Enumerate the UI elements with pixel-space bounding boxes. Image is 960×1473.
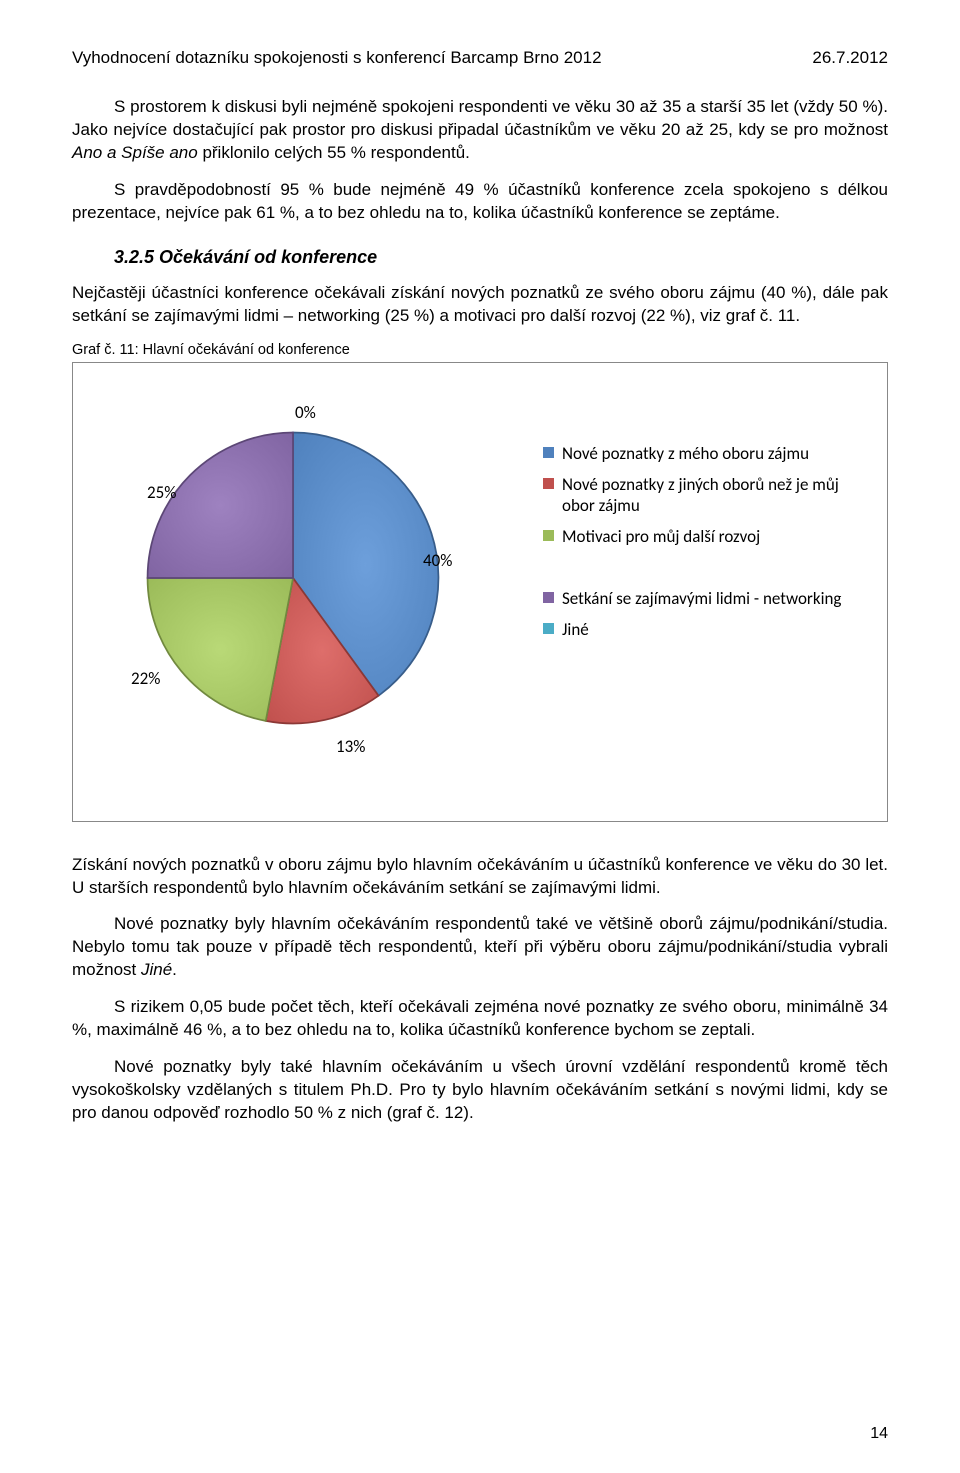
pie-svg	[133, 418, 453, 738]
p6-text: S rizikem 0,05 bude počet těch, kteří oč…	[72, 997, 888, 1039]
pie-chart: 40%13%22%25%0%	[133, 418, 453, 738]
p5-italic: Jiné	[141, 960, 172, 979]
p7-text: Nové poznatky byly také hlavním očekáván…	[72, 1057, 888, 1122]
legend-label: Jiné	[562, 619, 857, 640]
pie-pct-label: 0%	[295, 402, 316, 423]
paragraph-6: S rizikem 0,05 bude počet těch, kteří oč…	[72, 996, 888, 1042]
p5-text-b: .	[172, 960, 177, 979]
legend-label: Nové poznatky z jiných oborů než je můj …	[562, 474, 857, 517]
pie-slice	[148, 432, 293, 577]
p2-text: S pravděpodobností 95 % bude nejméně 49 …	[72, 180, 888, 222]
chart-caption: Graf č. 11: Hlavní očekávání od konferen…	[72, 342, 888, 358]
legend-item: Setkání se zajímavými lidmi - networking	[543, 588, 857, 609]
p3-text: Nejčastěji účastníci konference očekával…	[72, 283, 888, 325]
header-title: Vyhodnocení dotazníku spokojenosti s kon…	[72, 48, 602, 68]
legend-swatch	[543, 447, 554, 458]
pie-pct-label: 22%	[131, 668, 160, 689]
page-header: Vyhodnocení dotazníku spokojenosti s kon…	[72, 48, 888, 68]
legend-swatch	[543, 530, 554, 541]
section-heading: 3.2.5 Očekávání od konference	[114, 247, 888, 268]
legend-label: Setkání se zajímavými lidmi - networking	[562, 588, 857, 609]
p4-text: Získání nových poznatků v oboru zájmu by…	[72, 855, 888, 897]
legend-swatch	[543, 592, 554, 603]
legend-item: Nové poznatky z mého oboru zájmu	[543, 443, 857, 464]
chart-legend: Nové poznatky z mého oboru zájmu Nové poz…	[543, 443, 857, 681]
p5-text-a: Nové poznatky byly hlavním očekáváním re…	[72, 914, 888, 979]
legend-swatch	[543, 623, 554, 634]
paragraph-3: Nejčastěji účastníci konference očekával…	[72, 282, 888, 328]
legend-item: Nové poznatky z jiných oborů než je můj …	[543, 474, 857, 517]
paragraph-1: S prostorem k diskusi byli nejméně spoko…	[72, 96, 888, 165]
paragraph-2: S pravděpodobností 95 % bude nejméně 49 …	[72, 179, 888, 225]
pie-pct-label: 25%	[147, 482, 176, 503]
page: Vyhodnocení dotazníku spokojenosti s kon…	[0, 0, 960, 1473]
legend-label: Motivaci pro můj další rozvoj	[562, 526, 857, 547]
pie-pct-label: 40%	[423, 550, 452, 571]
header-date: 26.7.2012	[812, 48, 888, 68]
paragraph-7: Nové poznatky byly také hlavním očekáván…	[72, 1056, 888, 1125]
legend-block: Nové poznatky z mého oboru zájmu Nové poz…	[543, 443, 857, 548]
legend-item: Motivaci pro můj další rozvoj	[543, 526, 857, 547]
pie-pct-label: 13%	[336, 736, 365, 757]
legend-block: Setkání se zajímavými lidmi - networking…	[543, 588, 857, 641]
legend-swatch	[543, 478, 554, 489]
p1-italic: Ano a Spíše ano	[72, 143, 198, 162]
paragraph-5: Nové poznatky byly hlavním očekáváním re…	[72, 913, 888, 982]
pie-chart-container: 40% 13% 22% 25% 0% Nové poznatky z mého obor…	[72, 362, 888, 822]
legend-item: Jiné	[543, 619, 857, 640]
page-number: 14	[870, 1425, 888, 1443]
paragraph-4: Získání nových poznatků v oboru zájmu by…	[72, 854, 888, 900]
legend-label: Nové poznatky z mého oboru zájmu	[562, 443, 857, 464]
p1-text-b: přiklonilo celých 55 % respondentů.	[198, 143, 470, 162]
p1-text-a: S prostorem k diskusi byli nejméně spoko…	[72, 97, 888, 139]
